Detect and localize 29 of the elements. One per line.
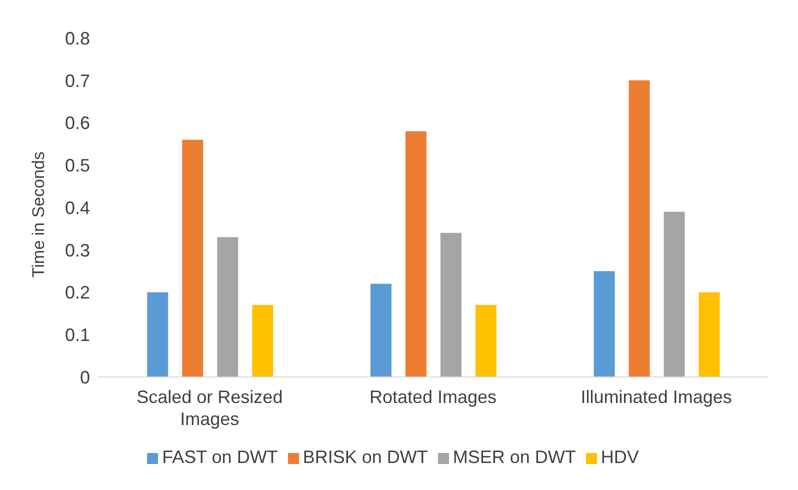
bar bbox=[370, 284, 392, 377]
legend-label: BRISK on DWT bbox=[302, 447, 428, 467]
y-tick-label: 0.5 bbox=[64, 156, 90, 176]
legend-label: MSER on DWT bbox=[452, 447, 576, 467]
x-tick-label: Rotated Images bbox=[369, 387, 497, 407]
bar bbox=[182, 140, 204, 377]
legend-label: FAST on DWT bbox=[162, 447, 278, 467]
bar bbox=[147, 292, 168, 377]
x-tick-label: Scaled or Resized Images bbox=[136, 387, 283, 429]
bar bbox=[475, 304, 496, 377]
bar bbox=[440, 232, 462, 377]
x-tick-label: Illuminated Images bbox=[580, 387, 732, 407]
bar bbox=[217, 237, 238, 377]
y-tick-label: 0.8 bbox=[64, 28, 90, 48]
bar bbox=[405, 131, 426, 377]
y-tick-label: 0 bbox=[80, 367, 90, 388]
y-tick-label: 0.4 bbox=[64, 198, 90, 218]
bar bbox=[594, 271, 615, 377]
y-tick-label: 0.1 bbox=[64, 325, 90, 346]
bar bbox=[664, 212, 685, 377]
bar bbox=[252, 304, 274, 377]
y-axis-title: Time in Seconds bbox=[29, 152, 48, 278]
bar bbox=[698, 292, 720, 377]
y-tick-label: 0.6 bbox=[64, 113, 90, 134]
y-tick-label: 0.3 bbox=[64, 240, 90, 260]
bar bbox=[628, 80, 650, 377]
legend-label: HDV bbox=[600, 447, 639, 467]
y-tick-label: 0.2 bbox=[64, 282, 90, 303]
y-tick-label: 0.7 bbox=[64, 70, 90, 91]
